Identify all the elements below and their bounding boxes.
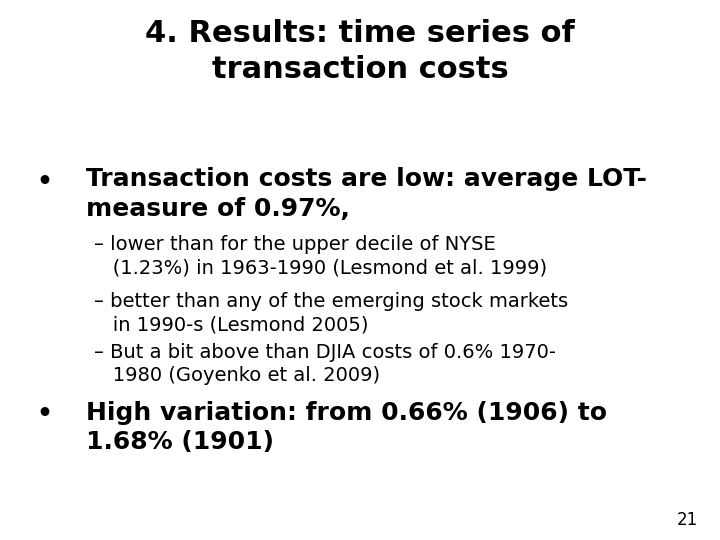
Text: 21: 21 bbox=[677, 511, 698, 529]
Text: •: • bbox=[36, 170, 52, 194]
Text: – lower than for the upper decile of NYSE
   (1.23%) in 1963-1990 (Lesmond et al: – lower than for the upper decile of NYS… bbox=[94, 235, 546, 278]
Text: – better than any of the emerging stock markets
   in 1990-s (Lesmond 2005): – better than any of the emerging stock … bbox=[94, 292, 568, 334]
Text: – But a bit above than DJIA costs of 0.6% 1970-
   1980 (Goyenko et al. 2009): – But a bit above than DJIA costs of 0.6… bbox=[94, 343, 556, 386]
Text: •: • bbox=[36, 402, 52, 426]
Text: Transaction costs are low: average LOT-
measure of 0.97%,: Transaction costs are low: average LOT- … bbox=[86, 167, 647, 221]
Text: 4. Results: time series of
transaction costs: 4. Results: time series of transaction c… bbox=[145, 19, 575, 84]
Text: High variation: from 0.66% (1906) to
1.68% (1901): High variation: from 0.66% (1906) to 1.6… bbox=[86, 401, 608, 454]
